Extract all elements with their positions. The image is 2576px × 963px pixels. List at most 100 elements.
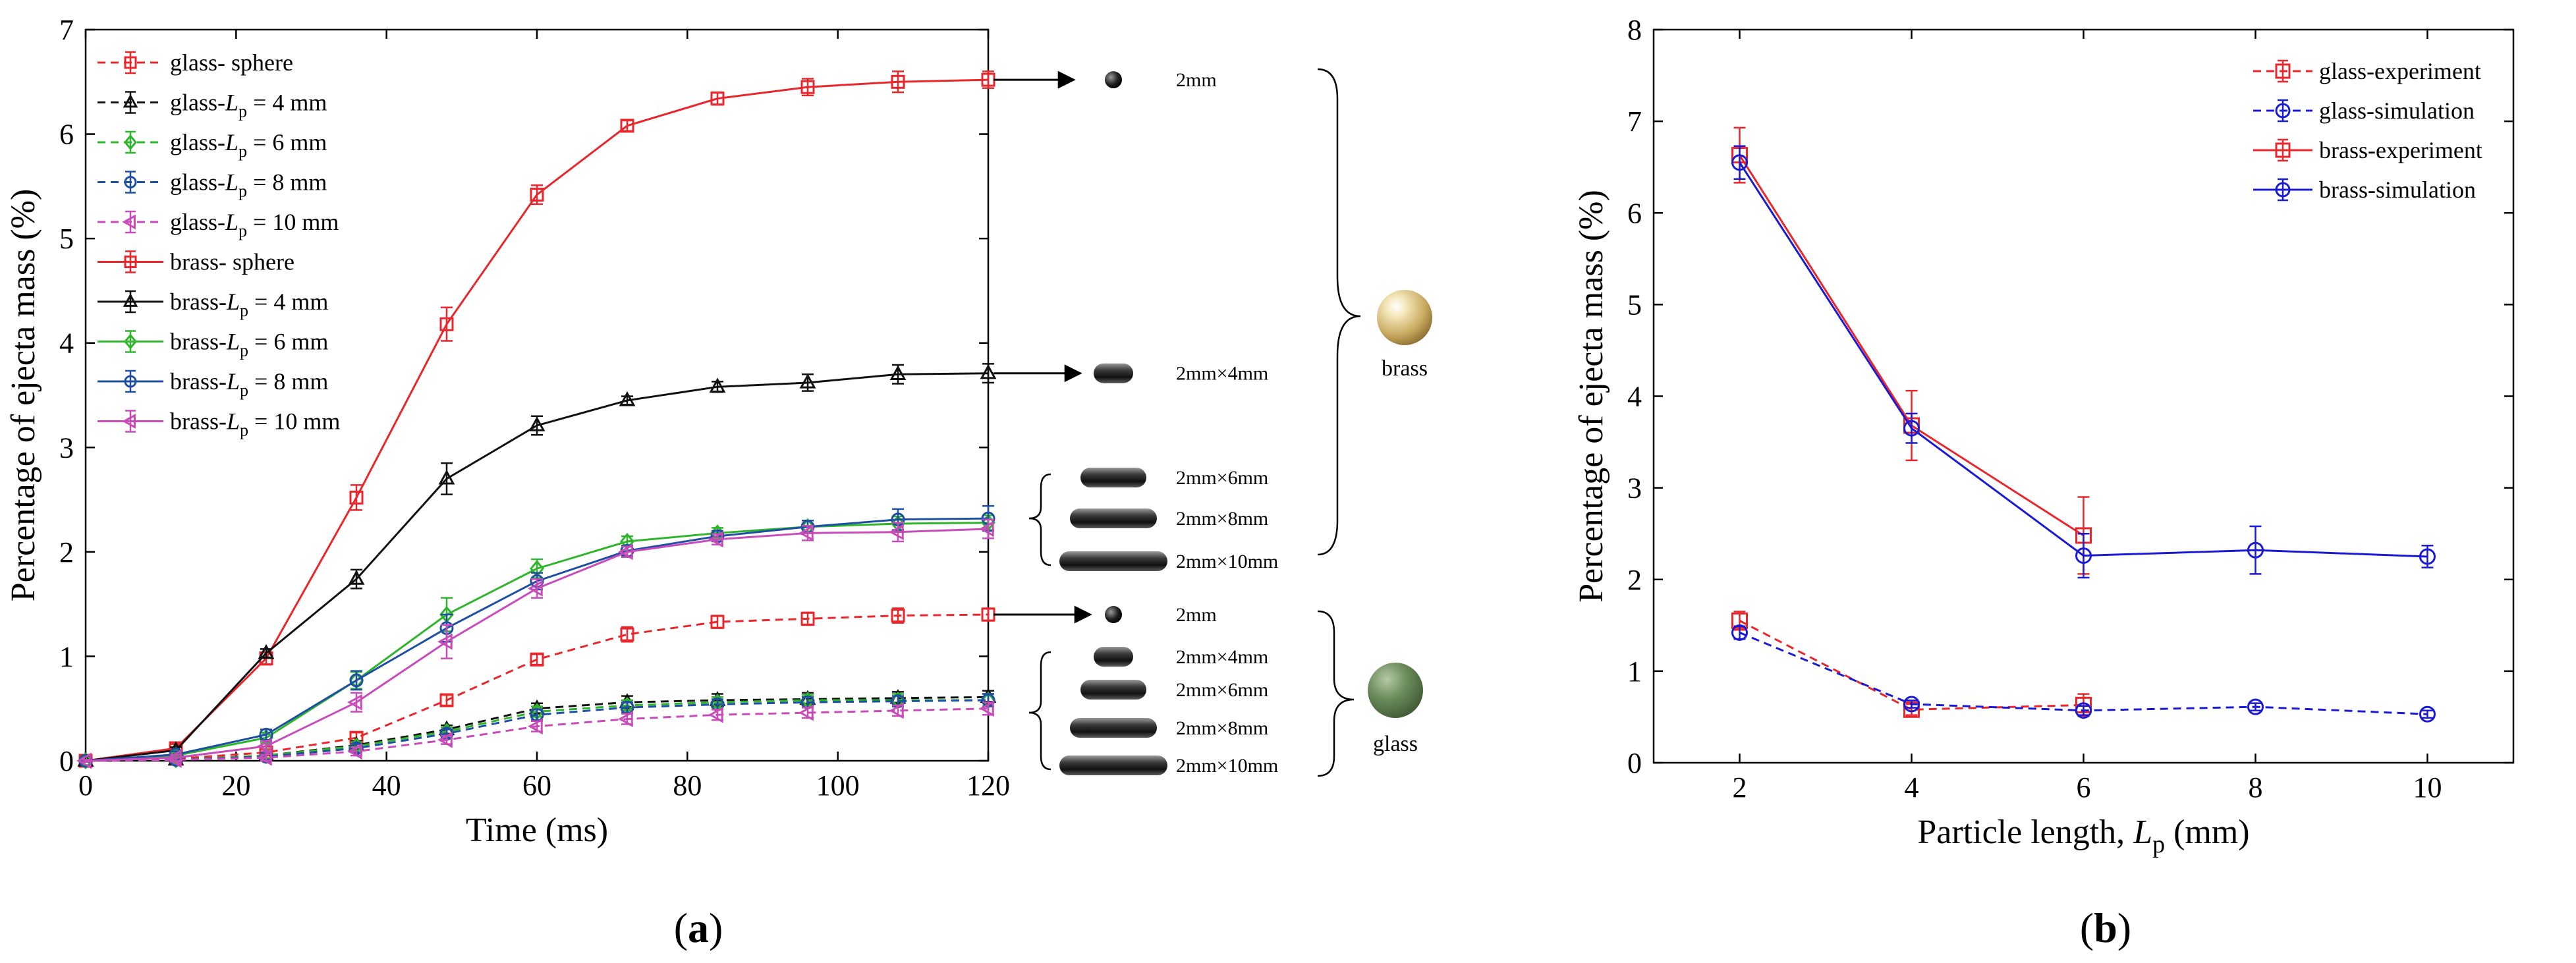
y-tick-label: 2 <box>1627 564 1642 596</box>
legend-entry: glass-experiment <box>2253 58 2481 84</box>
data-point <box>889 702 904 719</box>
x-axis-label: Particle length, Lp (mm) <box>1917 813 2249 858</box>
legend-sub: p <box>240 381 248 400</box>
data-point <box>891 74 905 89</box>
legend-label: glass-Lp = 8 mm <box>170 169 327 201</box>
legend-entry: glass-Lp = 4 mm <box>98 90 327 121</box>
legend-suffix: = 6 mm <box>248 329 328 355</box>
data-point <box>708 531 723 548</box>
data-point <box>891 609 905 623</box>
data-point <box>620 627 634 642</box>
series-line <box>85 613 989 762</box>
y-tick-label: 0 <box>59 745 74 777</box>
series-6 <box>77 363 997 767</box>
legend-entry: brass-Lp = 8 mm <box>98 368 328 400</box>
x-tick-label: 40 <box>372 769 401 802</box>
legend-marker <box>123 94 138 108</box>
legend-marker <box>2275 142 2291 158</box>
legend-sub: p <box>238 221 247 240</box>
brace <box>1317 68 1361 556</box>
legend-marker <box>124 56 137 69</box>
legend-label: glass-Lp = 10 mm <box>170 209 339 240</box>
data-point <box>349 673 364 688</box>
brass-size-label: 2mm×10mm <box>1176 551 1278 572</box>
legend-var: L <box>225 90 238 116</box>
glass-size-label: 2mm <box>1176 604 1217 626</box>
x-tick-label: 8 <box>2249 771 2263 804</box>
x-axis-label-unit: (mm) <box>2165 813 2250 851</box>
data-point <box>528 416 546 431</box>
panel-a-label: (a) <box>674 904 723 951</box>
legend-marker <box>122 214 136 230</box>
legend-label: glass-experiment <box>2319 58 2481 84</box>
x-tick-label: 2 <box>1733 771 1747 804</box>
legend-suffix: = 4 mm <box>248 289 328 315</box>
glass-rod-particle <box>1094 647 1133 667</box>
legend-suffix: = 10 mm <box>247 209 339 235</box>
x-tick-label: 4 <box>1905 771 1919 804</box>
x-tick-label: 60 <box>522 769 551 802</box>
y-axis-label: Percentage of ejecta mass (%) <box>5 189 42 602</box>
series-line <box>1739 154 2085 537</box>
data-point <box>439 693 454 707</box>
legend-suffix: = 8 mm <box>247 169 327 196</box>
glass-size-label: 2mm×4mm <box>1176 646 1268 668</box>
bracket <box>1028 473 1051 566</box>
legend-label: brass-Lp = 6 mm <box>170 329 328 360</box>
glass-rod-particle <box>1059 756 1167 775</box>
data-point <box>2247 541 2264 559</box>
legend-label: brass-experiment <box>2319 137 2482 163</box>
legend-sub: p <box>240 421 248 440</box>
legend-suffix: = 8 mm <box>248 368 328 395</box>
glass-sphere-icon <box>1368 663 1423 718</box>
brass-rod-particle <box>1080 468 1146 487</box>
legend-entry: glass-Lp = 6 mm <box>98 129 327 161</box>
data-point <box>800 80 815 94</box>
y-tick-label: 7 <box>1627 105 1642 138</box>
legend-label: glass-Lp = 4 mm <box>170 90 327 121</box>
x-axis-label-var: L <box>2133 813 2152 851</box>
data-point <box>710 615 725 629</box>
brass-rod-particle <box>1059 551 1167 571</box>
legend-marker <box>123 293 138 307</box>
data-point <box>258 644 275 659</box>
brass-size-label: 2mm <box>1176 69 1217 91</box>
data-point <box>530 188 544 202</box>
brass-size-label: 2mm×8mm <box>1176 508 1268 530</box>
x-tick-label: 10 <box>2413 771 2442 804</box>
data-point <box>889 524 904 541</box>
legend-entry: brass-simulation <box>2253 177 2476 203</box>
panel-b-label: (b) <box>2080 904 2131 951</box>
brass-rod-particle <box>1094 363 1133 383</box>
data-point <box>349 490 364 505</box>
y-tick-label: 5 <box>59 223 74 255</box>
brass-sphere-particle <box>1105 71 1122 89</box>
x-tick-label: 6 <box>2077 771 2091 804</box>
legend: glass- sphere glass-Lp = 4 mm glass-Lp = 6… <box>98 49 340 440</box>
data-point <box>979 520 994 537</box>
data-point <box>618 711 633 728</box>
legend-marker <box>2275 103 2291 119</box>
legend-entry: brass-experiment <box>2253 137 2482 163</box>
data-point <box>348 570 365 585</box>
glass-size-label: 2mm×8mm <box>1176 717 1268 739</box>
legend-label: brass-simulation <box>2319 177 2476 203</box>
legend-label: glass-Lp = 6 mm <box>170 129 327 161</box>
data-point <box>1731 624 1748 641</box>
legend-marker <box>124 176 137 188</box>
data-point <box>800 611 815 626</box>
x-axis-label: Time (ms) <box>466 812 608 849</box>
data-point <box>2247 698 2264 715</box>
data-point <box>2419 705 2436 723</box>
glass-size-label: 2mm×6mm <box>1176 679 1268 701</box>
legend-sub: p <box>238 142 247 161</box>
x-axis-label-sub: p <box>2152 831 2165 858</box>
y-tick-label: 0 <box>1627 747 1642 779</box>
y-tick-label: 3 <box>59 431 74 464</box>
legend-marker <box>124 256 137 268</box>
data-point <box>438 469 455 485</box>
legend: glass-experiment glass-simulation brass-ex… <box>2253 58 2482 203</box>
glass-rod-particle <box>1070 718 1157 738</box>
brass-sphere-icon <box>1377 290 1432 345</box>
data-point <box>979 700 994 717</box>
